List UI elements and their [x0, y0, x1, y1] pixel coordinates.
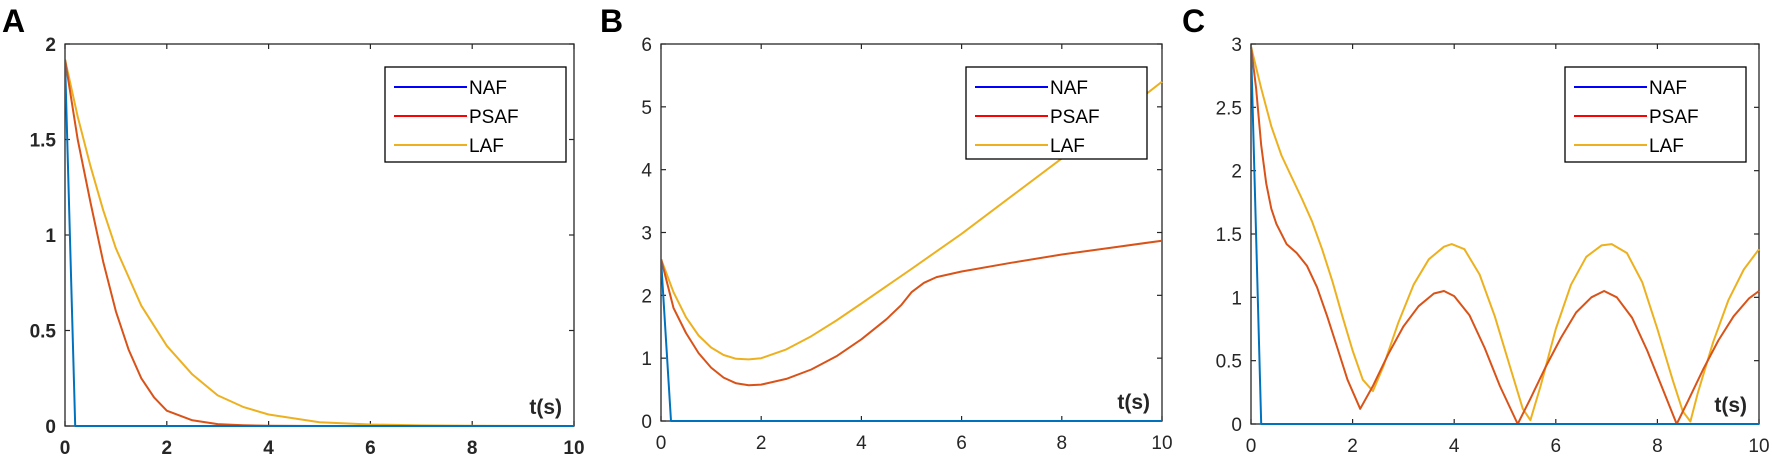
y-tick-label: 1 — [1231, 288, 1242, 309]
legend-label-laf: LAF — [1050, 136, 1085, 157]
y-tick-label: 2 — [1231, 162, 1242, 183]
legend: NAF PSAF LAF — [1564, 66, 1747, 163]
legend-label-laf: LAF — [469, 136, 504, 157]
series-line-naf — [1251, 46, 1759, 425]
x-tick-label: 0 — [656, 433, 667, 454]
legend-label-psaf: PSAF — [1050, 107, 1100, 128]
x-tick-label: 8 — [1057, 433, 1068, 454]
legend-label-psaf: PSAF — [469, 107, 519, 128]
x-tick-label: 0 — [60, 438, 71, 459]
y-tick-label: 0.5 — [1216, 352, 1242, 373]
series-line-laf — [1251, 46, 1760, 423]
x-tick-label: 6 — [1551, 436, 1562, 457]
x-tick-label: 10 — [1151, 433, 1172, 454]
legend-label-naf: NAF — [469, 78, 507, 99]
y-tick-label: 2 — [641, 286, 652, 307]
series-line-naf — [65, 59, 574, 427]
series-line-laf — [661, 80, 1163, 361]
x-tick-label: 6 — [365, 438, 376, 459]
panel-letter: A — [2, 3, 25, 39]
x-tick-label: 4 — [1449, 436, 1460, 457]
x-tick-label: 8 — [1652, 436, 1663, 457]
y-tick-label: 2 — [45, 35, 56, 56]
y-tick-label: 1.5 — [1216, 225, 1242, 246]
x-axis-label: t(s) — [1714, 394, 1747, 417]
legend-label-laf: LAF — [1649, 136, 1684, 157]
x-tick-label: 10 — [563, 438, 584, 459]
y-tick-label: 3 — [1231, 35, 1242, 56]
y-tick-label: 4 — [641, 161, 652, 182]
panel-letter: B — [600, 3, 623, 39]
y-tick-label: 0 — [45, 417, 56, 438]
y-tick-label: 2.5 — [1216, 98, 1242, 119]
y-tick-label: 6 — [641, 35, 652, 56]
series-line-laf — [65, 59, 575, 427]
legend-label-naf: NAF — [1050, 78, 1088, 99]
x-tick-label: 8 — [467, 438, 478, 459]
x-tick-label: 0 — [1246, 436, 1257, 457]
x-tick-label: 2 — [162, 438, 173, 459]
x-axis-label: t(s) — [529, 396, 562, 419]
legend: NAF PSAF LAF — [965, 66, 1148, 160]
x-tick-label: 10 — [1748, 436, 1769, 457]
legend-label-naf: NAF — [1649, 78, 1687, 99]
legend: NAF PSAF LAF — [384, 66, 567, 163]
x-tick-label: 4 — [856, 433, 867, 454]
panel-letter: C — [1182, 3, 1205, 39]
series-line-psaf — [661, 239, 1163, 387]
panel-a: A 0 2 4 6 8 10 0 0.5 1 1.5 2 t(s) NAF PSAF LAF — [2, 3, 585, 459]
panel-c: C 0 2 4 6 8 10 0 0.5 1 1.5 2 2.5 3 t(s) NAF PSAF LAF — [1182, 3, 1770, 457]
series-line-naf — [661, 258, 1162, 422]
x-tick-label: 2 — [1347, 436, 1358, 457]
x-axis-label: t(s) — [1117, 391, 1150, 414]
panel-b: B 0 2 4 6 8 10 0 1 2 3 4 5 6 t(s) NAF PSAF LAF — [600, 3, 1173, 454]
y-tick-label: 0 — [1231, 415, 1242, 436]
y-tick-label: 0.5 — [30, 322, 57, 343]
y-tick-label: 1.5 — [30, 131, 57, 152]
x-tick-label: 2 — [756, 433, 767, 454]
y-tick-label: 3 — [641, 224, 652, 245]
y-tick-label: 1 — [641, 349, 652, 370]
y-tick-label: 5 — [641, 98, 652, 119]
x-tick-label: 6 — [956, 433, 967, 454]
series-line-psaf — [1251, 46, 1760, 425]
x-tick-label: 4 — [263, 438, 274, 459]
legend-label-psaf: PSAF — [1649, 107, 1699, 128]
y-tick-label: 1 — [45, 226, 56, 247]
y-tick-label: 0 — [641, 412, 652, 433]
